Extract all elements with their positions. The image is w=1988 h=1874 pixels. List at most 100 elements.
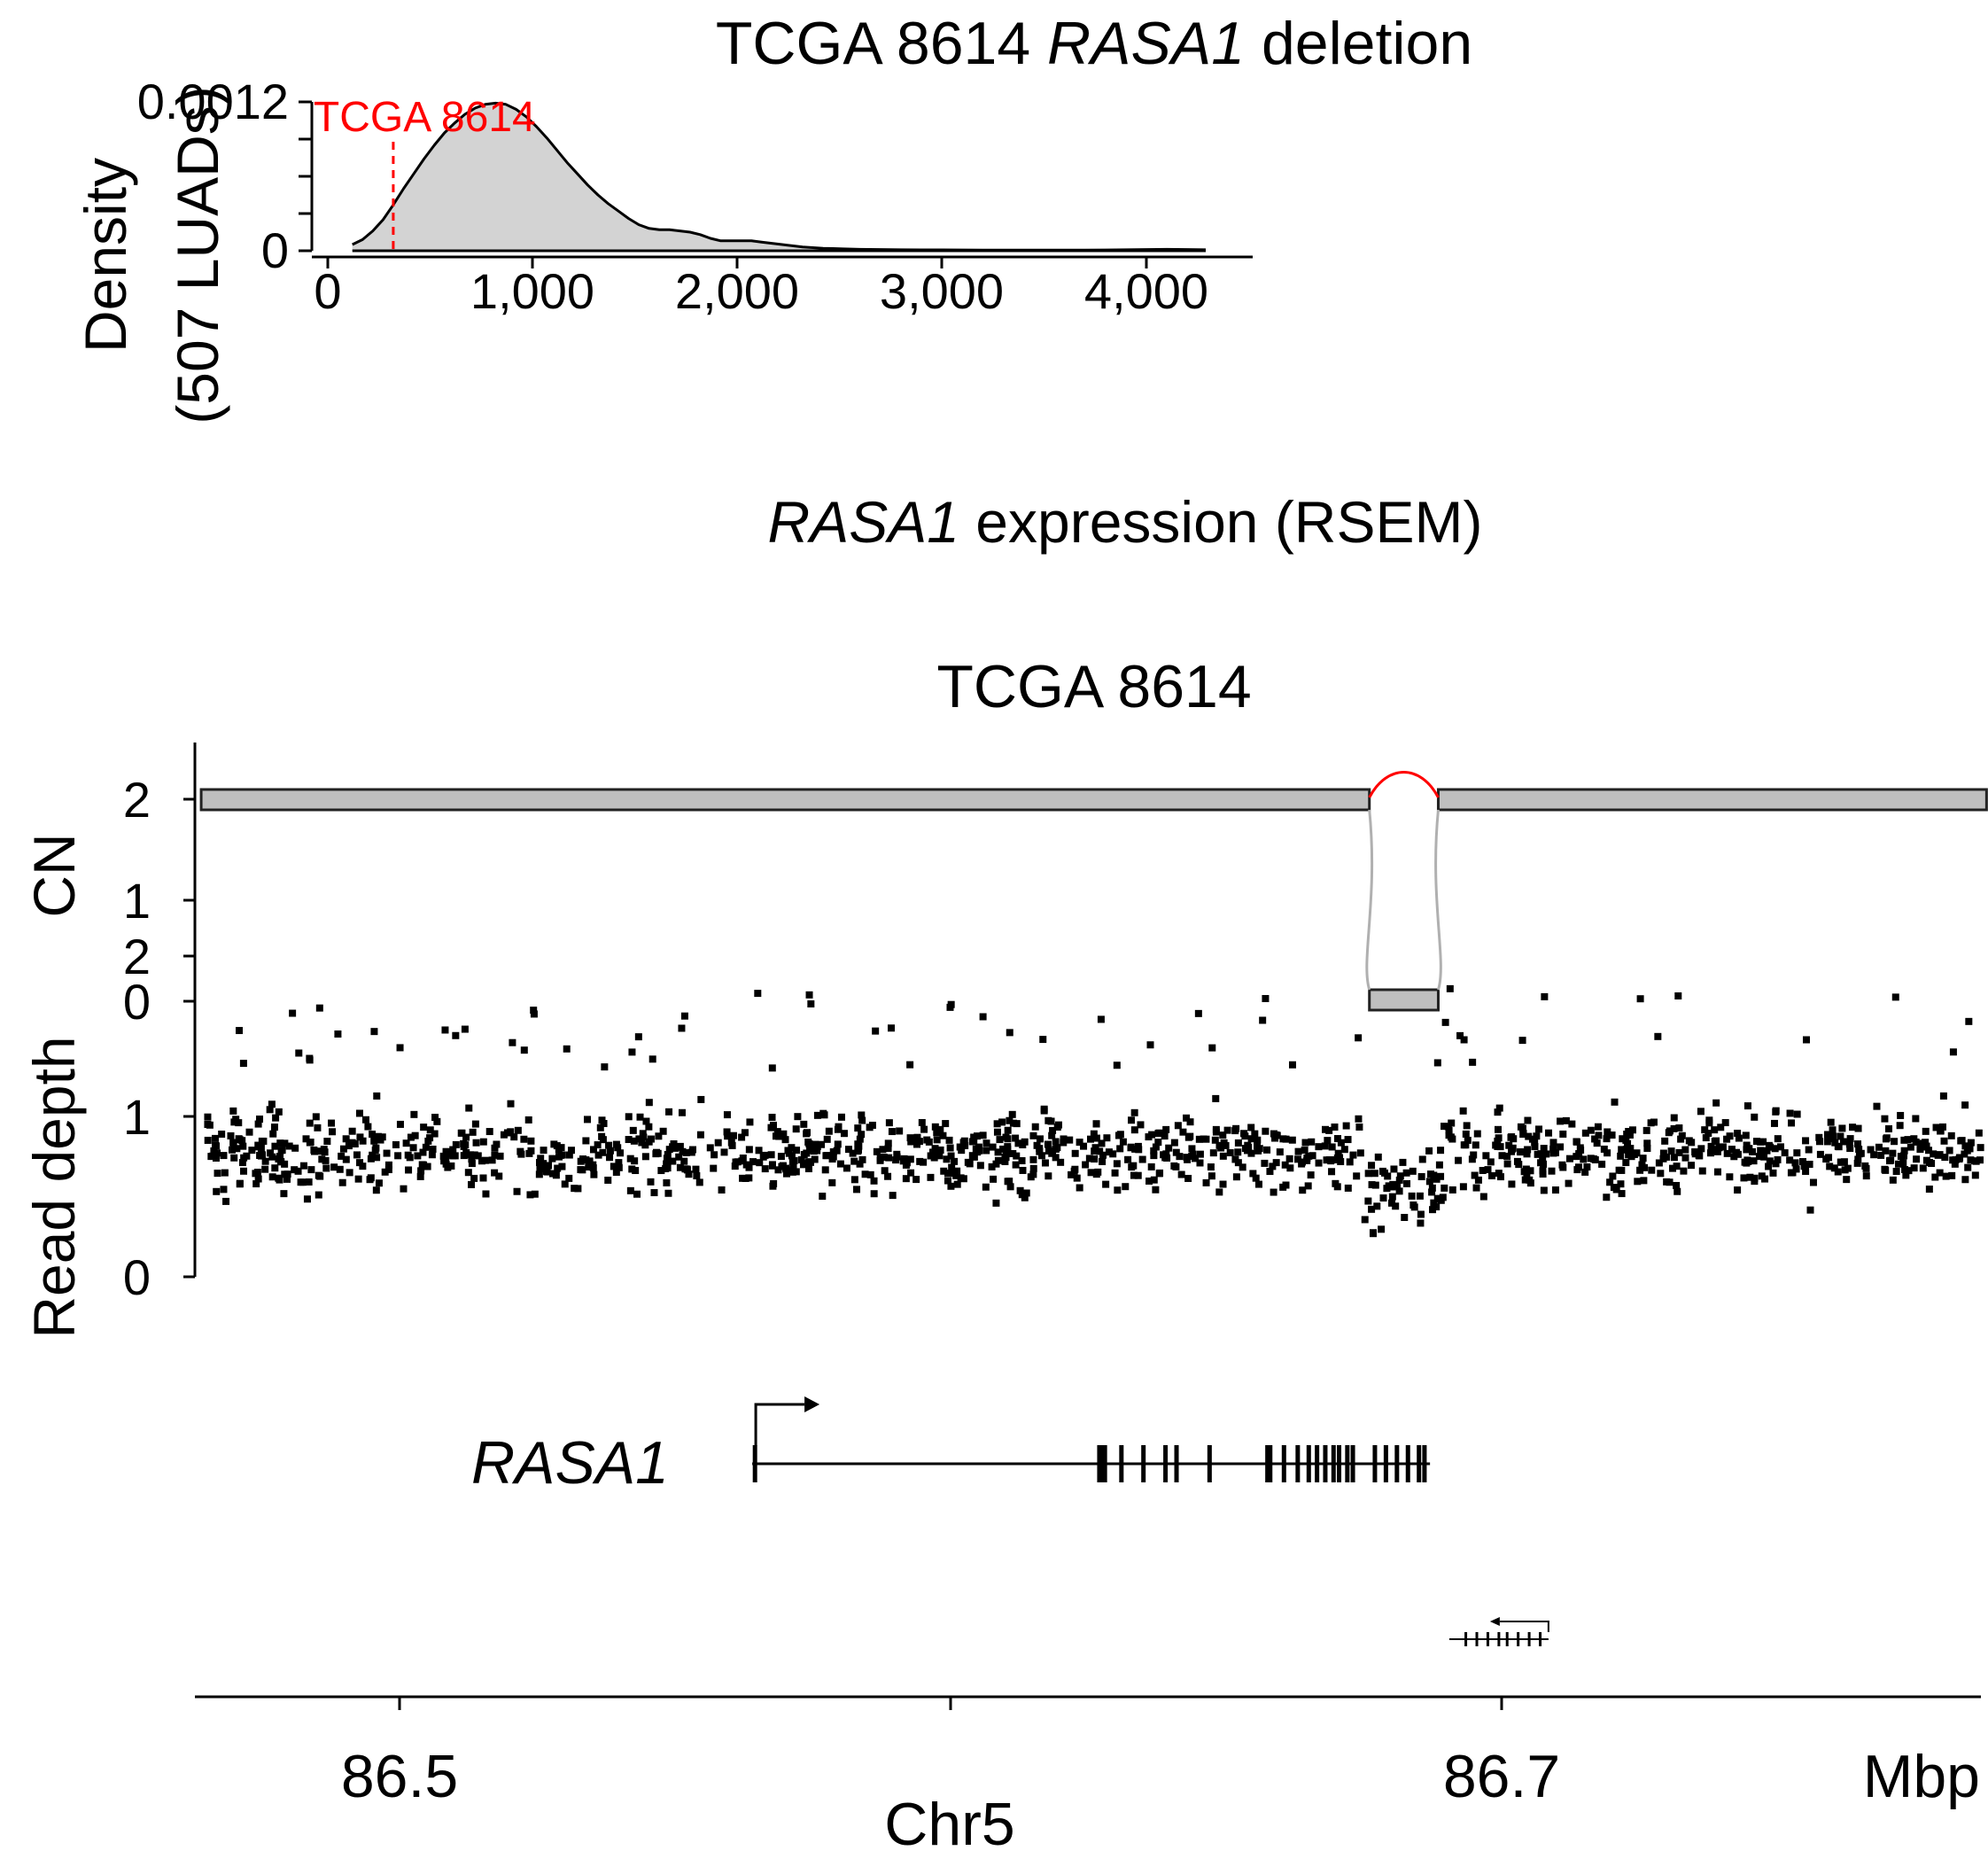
read-depth-point [946,1003,954,1011]
read-depth-point [1565,1155,1573,1163]
read-depth-point [912,1176,920,1184]
read-depth-point [254,1120,262,1128]
read-depth-point [612,1168,620,1176]
read-depth-point [513,1187,521,1195]
read-depth-point [1269,1163,1277,1170]
read-depth-point [990,1175,998,1183]
read-depth-point [1581,1129,1589,1137]
read-depth-point [361,1116,369,1124]
read-depth-point [727,1139,735,1147]
read-depth-point [1145,1177,1153,1185]
read-depth-point [1263,1146,1271,1154]
read-depth-point [1867,1146,1875,1154]
read-depth-point [396,1044,404,1052]
density-x-tick-label: 4,000 [1084,263,1208,319]
read-depth-point [663,1160,671,1168]
read-depth-point [1044,1172,1052,1180]
read-depth-point [1244,1147,1252,1155]
read-depth-point [1266,1168,1274,1176]
read-depth-point [1952,1155,1960,1163]
read-depth-point [1517,1123,1525,1131]
read-depth-point [1949,1048,1957,1056]
read-depth-point [1900,1136,1908,1144]
read-depth-point [1196,1159,1204,1167]
read-depth-point [1009,1119,1017,1127]
read-depth-point [1875,1143,1883,1151]
read-depth-point [1001,1157,1009,1165]
read-depth-point [447,1162,455,1170]
read-depth-point [373,1092,381,1100]
read-depth-point [638,1139,646,1147]
read-depth-point [655,1132,663,1140]
read-depth-point [1854,1124,1862,1132]
read-depth-point [1617,1152,1625,1160]
read-depth-point [227,1131,235,1139]
read-depth-point [1626,1131,1634,1139]
read-depth-point [906,1155,914,1163]
read-depth-point [628,1165,636,1173]
read-depth-point [1976,1156,1984,1164]
read-depth-point [959,1175,967,1183]
read-depth-point [535,1170,543,1178]
read-depth-point [585,1163,593,1171]
read-depth-point [804,1129,812,1137]
read-depth-point [1433,1203,1441,1211]
read-depth-point [567,1147,575,1155]
sample-marker-label: TCGA 8614 [314,94,536,141]
gene-exon [1102,1445,1107,1482]
read-depth-point [1156,1169,1164,1177]
read-depth-point [261,1157,269,1165]
read-depth-point [419,1148,427,1156]
read-depth-point [1172,1163,1180,1170]
read-depth-point [1636,1166,1644,1174]
read-depth-point [1845,1140,1853,1148]
read-depth-point [605,1141,613,1149]
density-chart-title: TCGA 8614 RASA1 deletion [716,10,1472,77]
read-depth-point [884,1144,892,1152]
read-depth-point [471,1120,479,1128]
read-depth-point [1022,1189,1030,1197]
read-depth-point [1675,1148,1683,1156]
read-depth-point [927,1152,935,1160]
read-depth-point [1580,1155,1588,1163]
read-depth-point [338,1152,346,1160]
read-depth-point [229,1141,237,1149]
read-depth-point [856,1160,864,1168]
read-depth-point [1487,1158,1495,1166]
read-depth-point [1870,1151,1878,1159]
read-depth-point [599,1148,607,1156]
read-depth-point [338,1178,346,1186]
read-depth-point [1396,1172,1404,1180]
read-depth-point [302,1135,310,1143]
read-depth-point [982,1139,990,1147]
read-depth-point [291,1166,299,1174]
read-depth-point [269,1130,277,1138]
read-depth-point [507,1100,515,1108]
read-depth-point [220,1186,228,1194]
read-depth-point [540,1147,547,1155]
read-depth-point [1092,1120,1100,1128]
read-depth-point [947,1182,955,1190]
read-depth-point [1892,1167,1900,1175]
read-depth-point [979,1013,987,1021]
read-depth-point [1894,1160,1902,1168]
read-depth-point [426,1126,434,1134]
read-depth-point [1541,992,1549,1000]
read-depth-point [1667,1147,1675,1155]
read-depth-point [625,1136,633,1144]
read-depth-point [858,1155,866,1163]
read-depth-point [1437,1172,1445,1180]
read-depth-point [1333,1135,1341,1143]
read-depth-point [1226,1149,1234,1157]
read-depth-point [1368,1162,1376,1170]
read-depth-point [1897,1153,1905,1161]
read-depth-point [1416,1192,1424,1200]
read-depth-point [439,1152,447,1160]
read-depth-point [1395,1176,1403,1184]
read-depth-point [1321,1142,1329,1150]
read-depth-point [1247,1149,1255,1157]
read-depth-point [1309,1152,1316,1160]
read-depth-point [375,1179,383,1187]
read-depth-point [896,1127,904,1135]
read-depth-point [931,1123,939,1131]
